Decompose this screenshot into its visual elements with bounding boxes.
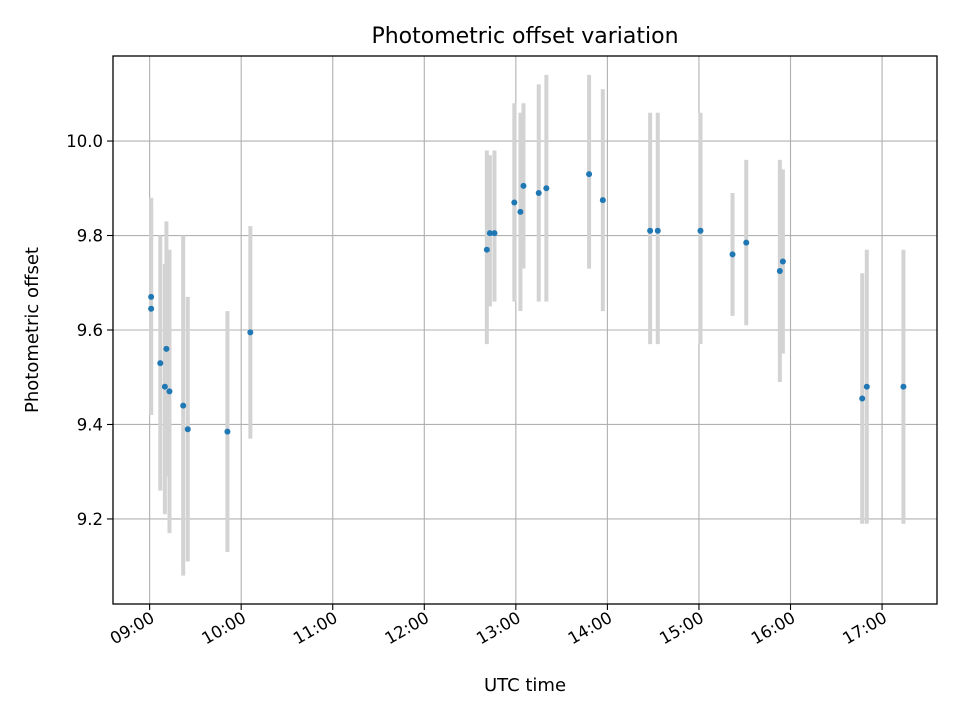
data-point [163,345,170,352]
data-point [535,190,542,196]
data-point [863,383,870,390]
data-point [517,208,524,215]
y-tick-label: 9.8 [77,227,103,246]
data-point [247,329,254,336]
data-point [776,267,783,274]
y-axis-ticks: 9.2 9.4 9.6 9.8 10.0 [66,132,113,529]
data-point [166,388,173,395]
data-point [520,182,527,189]
data-point [180,402,187,409]
data-point-layer [148,171,907,435]
y-tick-label: 10.0 [66,132,103,151]
data-point [900,383,907,390]
y-axis-label: Photometric offset [22,247,43,413]
data-point [599,197,606,204]
data-point [148,293,155,300]
data-point [486,230,493,237]
data-point [184,426,191,433]
data-point [543,185,550,192]
data-point [224,428,231,435]
data-point [148,305,155,312]
y-tick-label: 9.6 [77,321,103,340]
data-point [859,395,866,402]
x-axis-label: UTC time [484,675,566,696]
data-point [779,258,786,265]
data-point [743,239,750,246]
data-point [729,251,736,258]
chart-title: Photometric offset variation [371,24,678,49]
data-point [483,246,490,253]
y-tick-label: 9.4 [77,415,103,434]
data-point [654,227,661,234]
data-point [491,230,498,237]
data-point [157,360,164,367]
data-point [697,227,704,234]
data-point [511,199,518,206]
data-point [586,171,593,178]
data-point [161,383,168,390]
data-point [647,227,654,234]
y-tick-label: 9.2 [77,510,103,529]
